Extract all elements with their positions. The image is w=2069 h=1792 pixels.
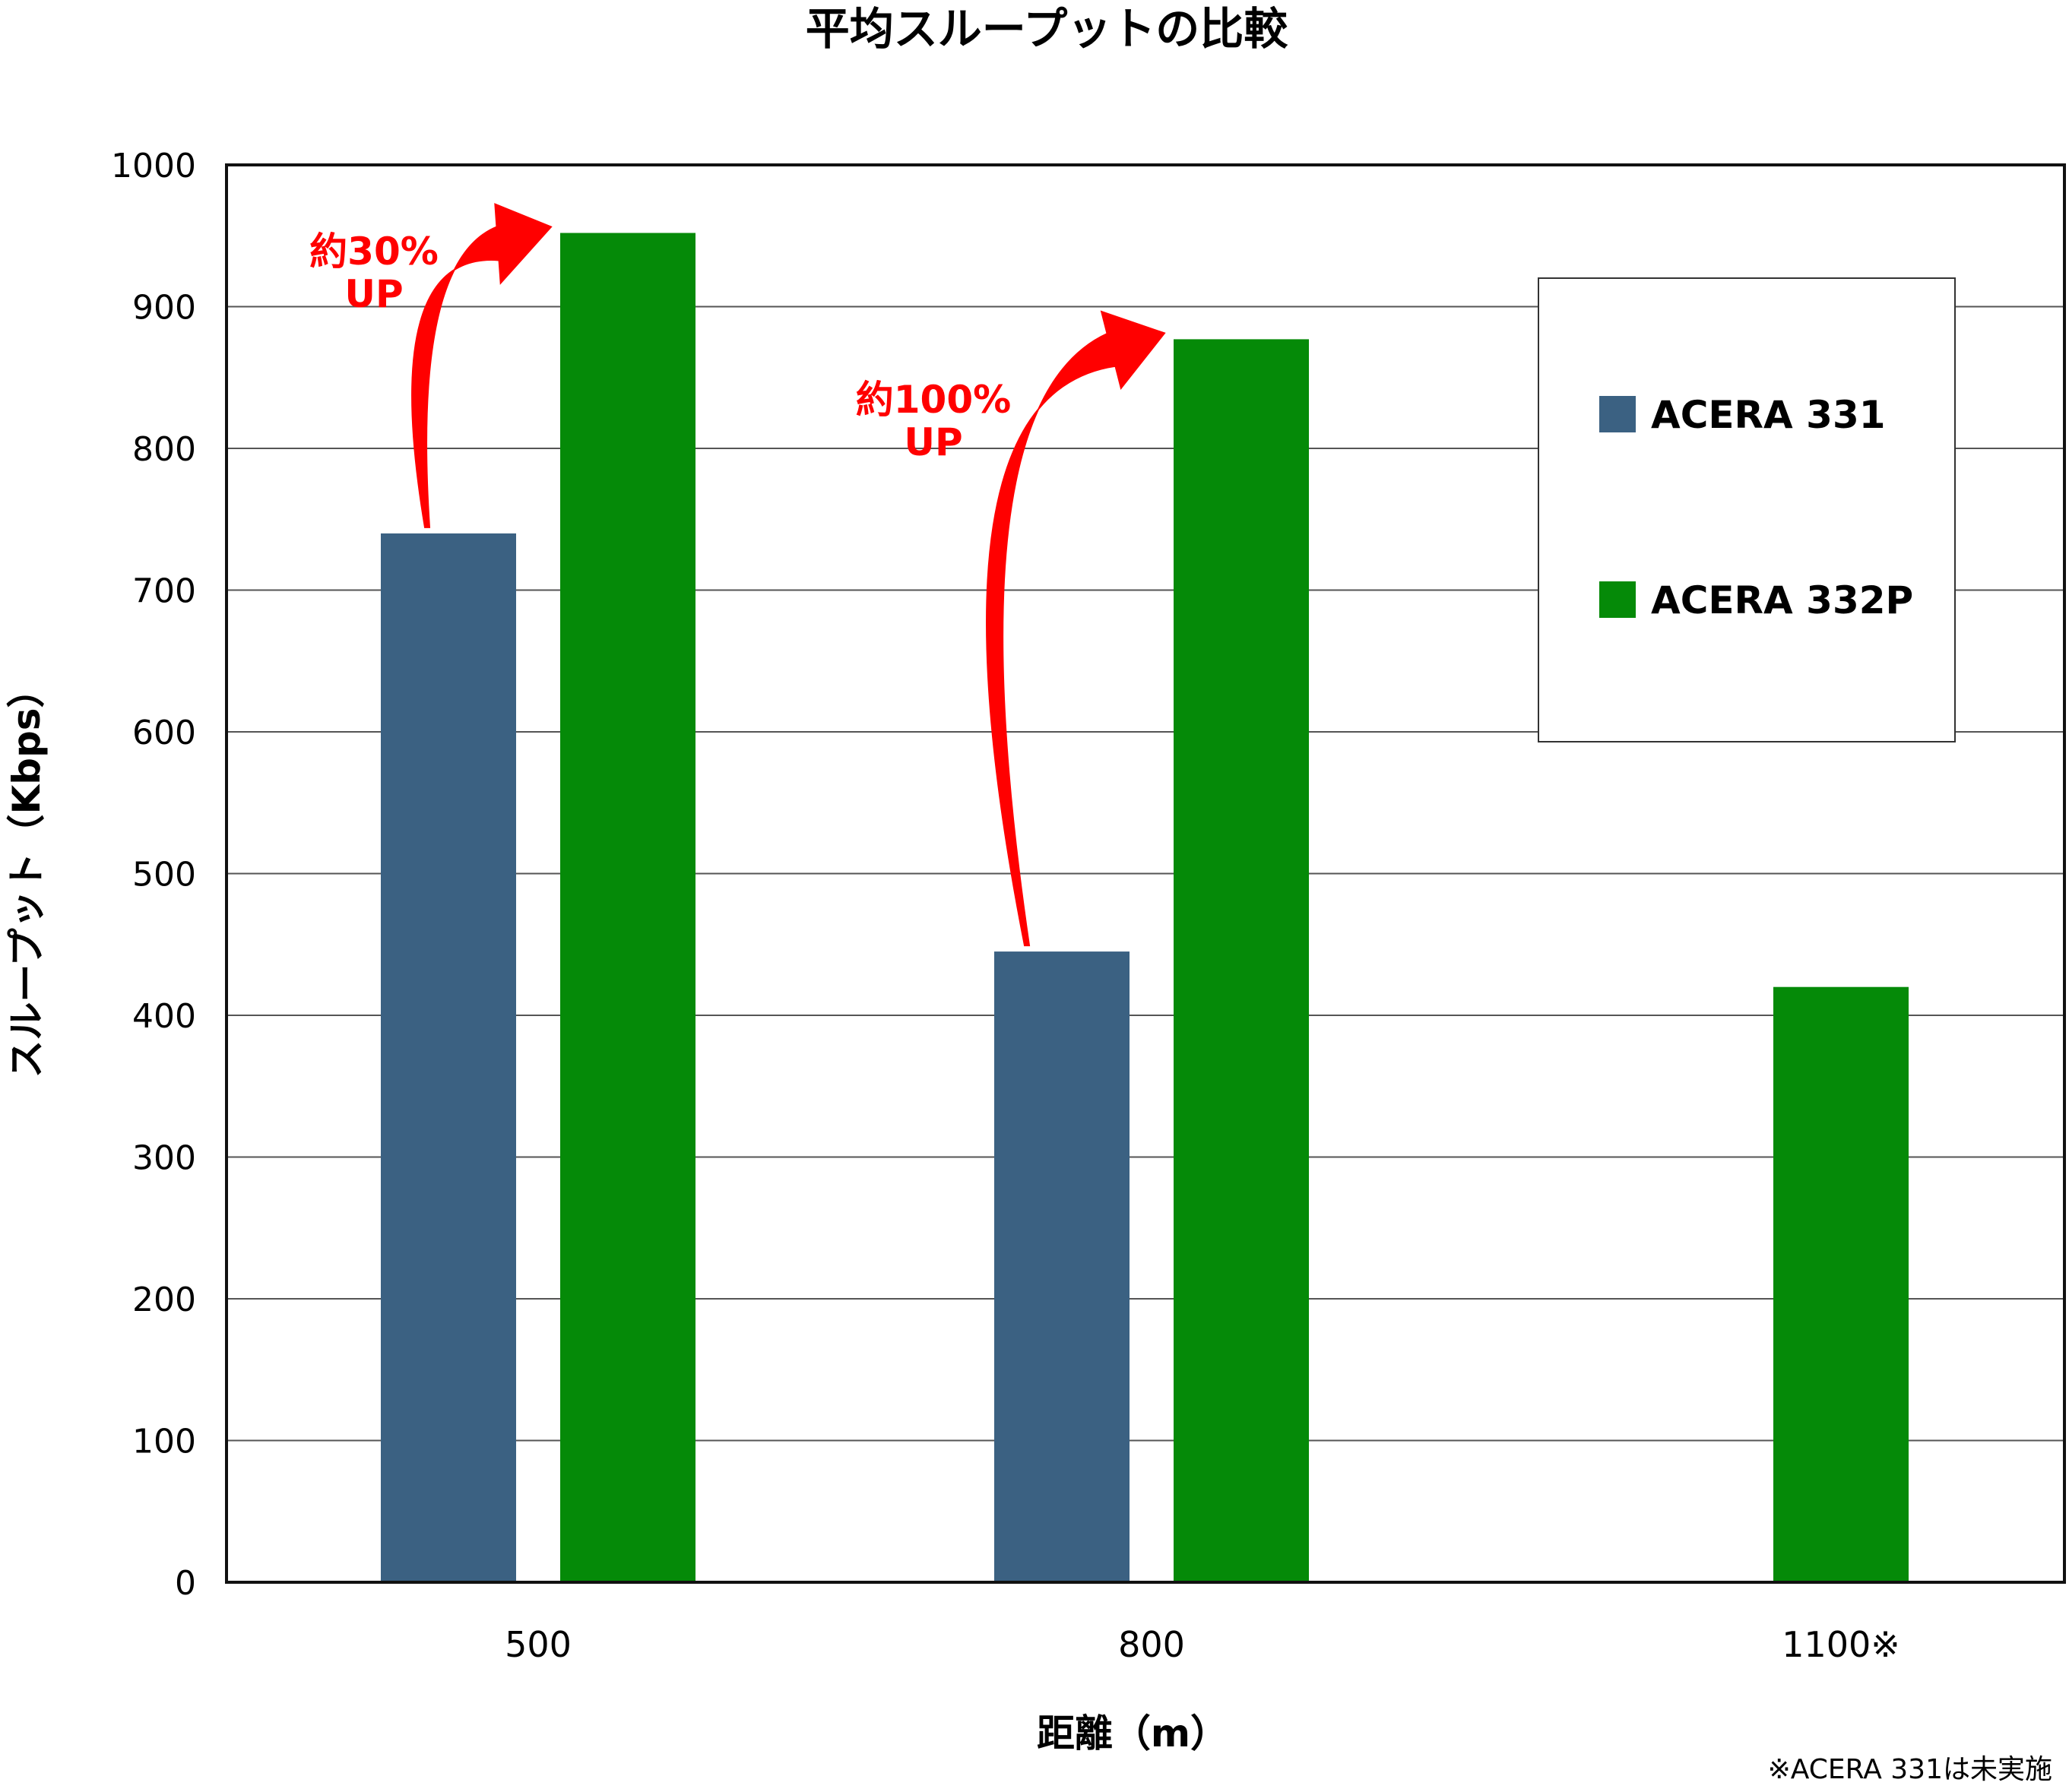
bar-acera-331-1 — [994, 951, 1130, 1582]
bar-acera-332p-1 — [1174, 339, 1309, 1582]
y-tick-label: 200 — [132, 1281, 196, 1319]
bar-acera-332p-2 — [1773, 986, 1909, 1582]
plot-frame — [225, 163, 2066, 1584]
y-tick-label: 900 — [132, 289, 196, 328]
annotation-500-up: UP — [344, 272, 403, 316]
annotation-800-up: UP — [904, 420, 962, 464]
x-tick-label: 800 — [1118, 1624, 1185, 1665]
y-tick-label: 600 — [132, 714, 196, 752]
legend: ACERA 331 ACERA 332P — [1538, 277, 1956, 742]
x-tick-label: 500 — [505, 1624, 572, 1665]
y-tick-label: 500 — [132, 856, 196, 894]
y-tick-label: 100 — [132, 1423, 196, 1461]
y-axis-ticks: 0 100 200 300 400 500 600 700 800 900 1000 — [111, 147, 196, 1603]
increase-arrow-800 — [986, 310, 1166, 947]
y-tick-label: 300 — [132, 1139, 196, 1178]
annotation-500-percent: 約30% — [309, 230, 439, 274]
y-tick-label: 0 — [175, 1564, 196, 1603]
y-axis-label: スループット（Kbps） — [5, 670, 49, 1078]
legend-swatch-acera-332p — [1599, 581, 1636, 618]
bar-acera-332p-0 — [560, 233, 695, 1582]
y-tick-label: 1000 — [111, 147, 196, 185]
y-tick-label: 700 — [132, 572, 196, 611]
annotations: 約30% UP 約100% UP — [309, 230, 1011, 464]
y-tick-label: 800 — [132, 430, 196, 469]
x-axis-ticks: 500 800 1100※ — [505, 1624, 1900, 1665]
legend-swatch-acera-331 — [1599, 396, 1636, 432]
bar-acera-331-0 — [381, 533, 516, 1582]
bars — [381, 233, 1909, 1582]
legend-box — [1538, 277, 1956, 742]
increase-arrow-500 — [411, 203, 553, 528]
footnote: ※ACERA 331は未実施 — [1768, 1754, 2052, 1785]
chart-title: 平均スループットの比較 — [806, 3, 1289, 55]
x-axis-label: 距離（m） — [1037, 1711, 1228, 1756]
x-tick-label: 1100※ — [1782, 1624, 1900, 1665]
legend-label-acera-332p: ACERA 332P — [1651, 578, 1913, 622]
y-tick-label: 400 — [132, 997, 196, 1036]
increase-arrows — [411, 203, 1166, 947]
legend-label-acera-331: ACERA 331 — [1651, 393, 1886, 437]
annotation-800-percent: 約100% — [856, 378, 1011, 422]
